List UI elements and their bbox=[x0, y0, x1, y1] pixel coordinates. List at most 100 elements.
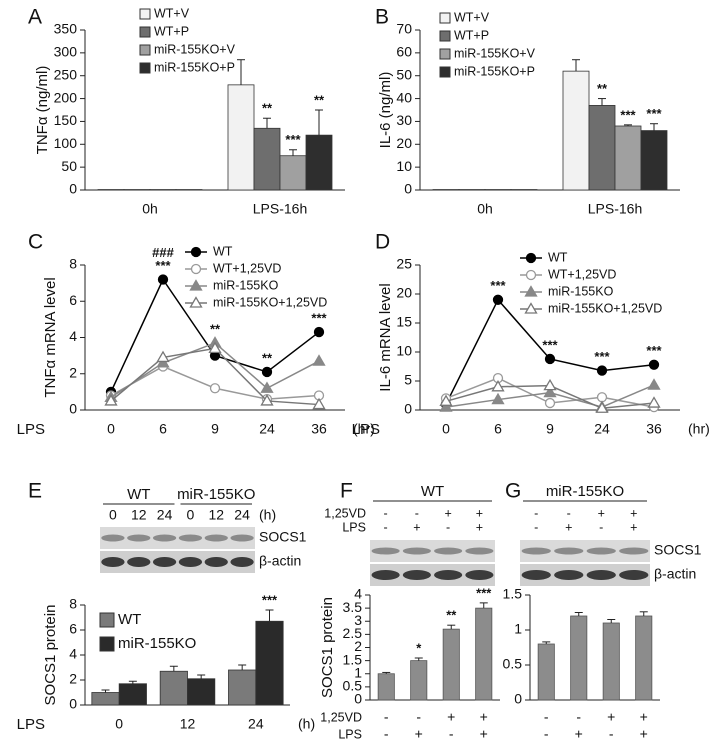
point bbox=[647, 378, 661, 390]
legend-label: miR-155KO+P bbox=[454, 64, 535, 78]
x-tick-label: 0h bbox=[477, 201, 493, 217]
point bbox=[261, 366, 273, 378]
legend-label: WT+1,25VD bbox=[213, 261, 281, 275]
row-sign: + bbox=[607, 709, 615, 725]
blot-strip bbox=[370, 564, 495, 586]
blot-sign: - bbox=[384, 506, 388, 520]
x-tick-label: 24 bbox=[248, 716, 264, 732]
legend-marker bbox=[189, 279, 203, 291]
significance: ### bbox=[152, 245, 174, 260]
point bbox=[595, 401, 609, 413]
legend-marker bbox=[189, 296, 203, 308]
legend-marker bbox=[190, 263, 202, 275]
bar bbox=[159, 670, 188, 706]
blot-sign: - bbox=[534, 520, 538, 534]
blot-band-label: SOCS1 bbox=[654, 542, 702, 558]
bar bbox=[91, 692, 120, 706]
x-tick-label: 9 bbox=[546, 421, 554, 437]
y-tick-label: 0.5 bbox=[503, 656, 523, 672]
blot-sign: + bbox=[630, 520, 637, 534]
blot-band bbox=[371, 547, 400, 555]
point bbox=[492, 294, 504, 305]
x-tick-label: LPS-16h bbox=[588, 201, 642, 217]
blot-sign: - bbox=[534, 506, 538, 520]
blot-band bbox=[127, 557, 151, 567]
point bbox=[260, 381, 274, 393]
bar bbox=[475, 607, 493, 701]
y-tick-label: 15 bbox=[396, 314, 412, 330]
y-tick-label: 1.5 bbox=[503, 586, 523, 602]
x-unit: (hr) bbox=[353, 421, 375, 437]
legend-label: WT+V bbox=[454, 10, 490, 24]
bar bbox=[377, 673, 395, 701]
bar bbox=[570, 615, 588, 701]
blot-sign: + bbox=[598, 506, 605, 520]
bar bbox=[537, 643, 555, 701]
significance: *** bbox=[476, 585, 492, 600]
significance: ** bbox=[597, 81, 608, 96]
legend-label: miR-155KO bbox=[213, 278, 279, 292]
blot-strip bbox=[520, 540, 650, 562]
point bbox=[439, 394, 453, 406]
blot-band bbox=[465, 547, 494, 555]
legend-swatch bbox=[99, 612, 115, 628]
row-sign: - bbox=[576, 709, 581, 725]
x-prefix: LPS bbox=[17, 421, 45, 438]
y-tick-label: 200 bbox=[54, 89, 78, 105]
y-axis-label: TNFα mRNA level bbox=[42, 277, 59, 397]
blot-band bbox=[434, 570, 463, 580]
legend-swatch bbox=[99, 636, 115, 652]
legend-label: WT+P bbox=[154, 24, 189, 38]
blot-sign: + bbox=[444, 506, 451, 520]
bar bbox=[228, 669, 257, 706]
y-tick-label: 0 bbox=[404, 401, 412, 417]
blot-strip bbox=[520, 564, 650, 586]
row-sign: - bbox=[544, 726, 549, 742]
bar bbox=[410, 660, 428, 701]
blot-lane: 0 bbox=[187, 507, 195, 523]
blot-sign: + bbox=[413, 520, 420, 534]
bar bbox=[255, 620, 284, 706]
y-tick-label: 250 bbox=[54, 66, 78, 82]
y-tick-label: 1.5 bbox=[343, 651, 363, 667]
y-tick-label: 70 bbox=[396, 21, 412, 37]
blot-sign: - bbox=[415, 506, 419, 520]
blot-band bbox=[152, 557, 177, 567]
blot-sign: - bbox=[384, 520, 388, 534]
panel-letter: D bbox=[375, 231, 390, 254]
row-sign: - bbox=[544, 709, 549, 725]
legend-label: miR-155KO+V bbox=[154, 42, 236, 56]
blot-band bbox=[127, 534, 151, 542]
legend-swatch bbox=[139, 26, 151, 38]
blot-band bbox=[204, 534, 228, 542]
y-tick-label: 6 bbox=[69, 292, 77, 308]
bar bbox=[187, 678, 216, 706]
y-tick-label: 350 bbox=[54, 21, 78, 37]
significance: *** bbox=[490, 278, 506, 293]
point bbox=[312, 354, 326, 366]
blot-band bbox=[619, 570, 649, 580]
point bbox=[439, 400, 453, 412]
legend-label: miR-155KO bbox=[118, 635, 196, 652]
blot-strip bbox=[370, 540, 495, 562]
y-axis-label: TNFα (ng/ml) bbox=[34, 66, 51, 155]
significance: ** bbox=[314, 92, 325, 107]
x-tick-label: 36 bbox=[646, 421, 662, 437]
blot-band bbox=[152, 534, 177, 542]
y-tick-label: 8 bbox=[69, 596, 77, 612]
point bbox=[648, 359, 660, 370]
legend-marker bbox=[524, 302, 538, 314]
blot-sign: - bbox=[567, 506, 571, 520]
blot-band bbox=[101, 534, 125, 542]
blot-band bbox=[586, 547, 616, 555]
y-axis-label: IL-6 (ng/ml) bbox=[377, 72, 394, 149]
x-tick-label: 24 bbox=[594, 421, 610, 437]
row-label: LPS bbox=[338, 727, 362, 741]
point bbox=[312, 397, 326, 410]
significance: *** bbox=[646, 106, 662, 121]
point bbox=[543, 385, 557, 398]
blot-band bbox=[619, 547, 649, 555]
y-tick-label: 4 bbox=[69, 646, 77, 662]
y-axis-label: SOCS1 protein bbox=[319, 597, 336, 698]
